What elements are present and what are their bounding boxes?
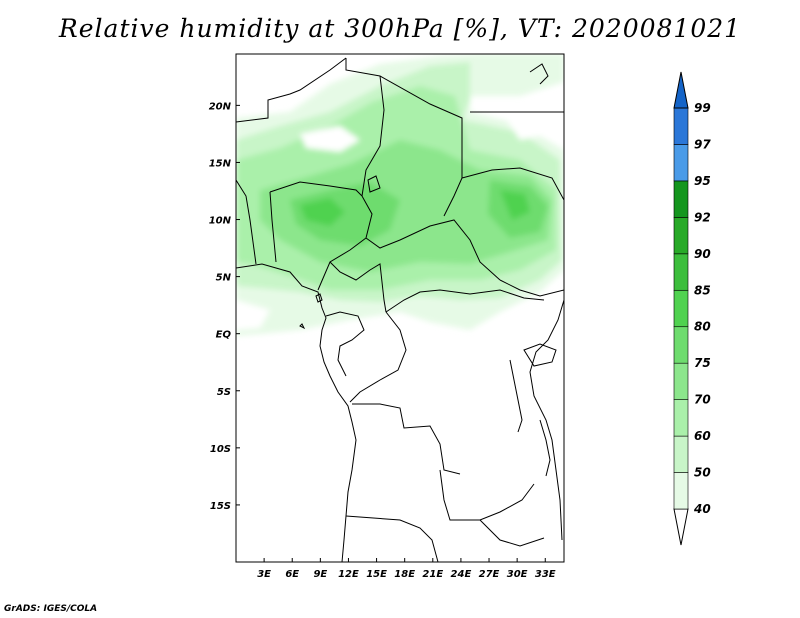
- longitude-axis: 3E 6E 9E 12E 15E 18E 21E 24E 27E 30E 33E: [257, 558, 556, 580]
- lat-tick-label: 5N: [216, 273, 232, 284]
- colorbar-swatch: [673, 362, 689, 400]
- lon-tick-label: 15E: [366, 569, 387, 580]
- border-cameroon: [329, 261, 387, 313]
- lon-tick-label: 30E: [507, 569, 528, 580]
- colorbar-label: 80: [694, 320, 711, 334]
- border-chad-car: [365, 219, 501, 281]
- colorbar-label: 50: [694, 466, 711, 480]
- lat-tick-label: 5S: [217, 387, 231, 398]
- border-congo-drc: [349, 311, 407, 403]
- map-title: Relative humidity at 300hPa [%], VT: 202…: [58, 14, 742, 43]
- colorbar-upper-arrow: [673, 71, 689, 109]
- border-sudan: [461, 111, 564, 201]
- lon-tick-label: 9E: [313, 569, 327, 580]
- lon-tick-label: 21E: [422, 569, 443, 580]
- colorbar-swatch: [673, 326, 689, 364]
- border-nigeria-west: [269, 191, 277, 263]
- grads-credit: GrADS: IGES/COLA: [4, 604, 98, 614]
- border-algeria-libya: [345, 58, 463, 217]
- border-car-drc: [385, 289, 545, 313]
- border-drc-angola: [352, 403, 461, 475]
- lon-tick-label: 18E: [394, 569, 415, 580]
- colorbar-swatch: [673, 144, 689, 182]
- lake-tanganyika: [509, 359, 523, 433]
- colorbar-label: 95: [694, 174, 711, 188]
- colorbar-lower-arrow: [673, 508, 689, 546]
- colorbar-label: 92: [694, 210, 711, 224]
- lat-tick-label: 10N: [209, 216, 232, 227]
- border-ghana-togo: [236, 179, 257, 265]
- lat-tick-label: 15N: [209, 158, 232, 169]
- lon-tick-label: 24E: [451, 569, 472, 580]
- colorbar-swatch: [673, 253, 689, 291]
- border-namibia-botswana: [345, 515, 439, 562]
- humidity-fill-layer: [236, 54, 564, 562]
- border-mali-niger: [236, 57, 347, 123]
- colorbar-label: 99: [694, 101, 711, 115]
- lon-tick-label: 33E: [535, 569, 556, 580]
- colorbar-swatch: [673, 399, 689, 437]
- plot-frame: [235, 53, 565, 563]
- lat-tick-label: 20N: [209, 101, 232, 112]
- colorbar-swatch: [673, 435, 689, 473]
- colorbar-swatch: [673, 472, 689, 510]
- colorbar-label: 97: [694, 137, 711, 151]
- east-coast: [529, 299, 564, 541]
- lat-tick-label: EQ: [216, 330, 232, 341]
- border-niger-chad: [361, 75, 385, 197]
- lake-chad: [367, 175, 381, 193]
- coastline: [236, 263, 357, 562]
- sinai-coast: [529, 63, 549, 85]
- colorbar-swatch: [673, 180, 689, 218]
- lon-tick-label: 12E: [338, 569, 359, 580]
- lake-victoria: [523, 343, 557, 367]
- lon-tick-label: 6E: [285, 569, 299, 580]
- colorbar-label: 90: [694, 247, 711, 261]
- colorbar-swatch: [673, 217, 689, 255]
- colorbar-label: 40: [693, 502, 711, 516]
- lon-tick-label: 27E: [479, 569, 500, 580]
- latitude-axis: 20N 15N 10N 5N EQ 5S 10S 15S: [209, 101, 240, 512]
- border-nigeria-east: [317, 195, 373, 291]
- lat-tick-label: 10S: [210, 444, 231, 455]
- lat-tick-label: 15S: [210, 501, 231, 512]
- colorbar-label: 85: [694, 283, 711, 297]
- colorbar: 40 50 60 70 75 80 85 90 92 95 97 99: [673, 71, 711, 546]
- border-niger-nigeria: [269, 181, 363, 197]
- border-south-sudan: [499, 279, 564, 297]
- colorbar-label: 70: [694, 393, 711, 407]
- island-sao-tome: [299, 323, 306, 330]
- colorbar-label: 75: [694, 356, 711, 370]
- colorbar-swatch: [673, 289, 689, 328]
- lake-malawi: [539, 419, 551, 477]
- colorbar-swatch: [673, 107, 689, 145]
- island-bioko: [315, 293, 323, 303]
- border-zimbabwe-mozambique: [479, 519, 545, 547]
- country-borders: [236, 57, 564, 562]
- border-gabon-congo: [325, 311, 365, 377]
- lon-tick-label: 3E: [257, 569, 271, 580]
- colorbar-label: 60: [694, 429, 711, 443]
